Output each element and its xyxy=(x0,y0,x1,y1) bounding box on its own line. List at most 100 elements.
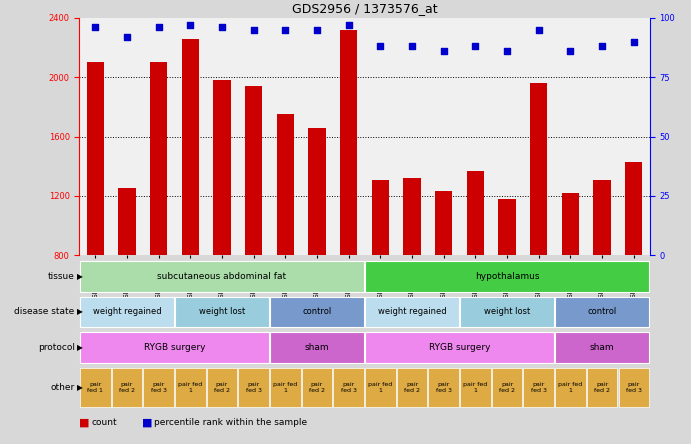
Bar xyxy=(80,332,269,363)
Text: pair
fed 3: pair fed 3 xyxy=(531,382,547,392)
Text: ■: ■ xyxy=(142,417,152,428)
Text: pair fed
1: pair fed 1 xyxy=(463,382,487,392)
Bar xyxy=(365,368,395,407)
Text: ▶: ▶ xyxy=(77,272,83,281)
Bar xyxy=(175,297,269,327)
Text: weight regained: weight regained xyxy=(93,307,161,317)
Text: ■: ■ xyxy=(79,417,90,428)
Point xyxy=(438,48,449,55)
Point xyxy=(312,26,323,33)
Bar xyxy=(80,368,111,407)
Bar xyxy=(270,297,364,327)
Text: protocol: protocol xyxy=(37,343,75,352)
Point xyxy=(628,38,639,45)
Bar xyxy=(435,191,453,255)
Text: ▶: ▶ xyxy=(77,343,83,352)
Text: subcutaneous abdominal fat: subcutaneous abdominal fat xyxy=(158,272,287,281)
Bar xyxy=(492,368,522,407)
Text: pair
fed 2: pair fed 2 xyxy=(309,382,325,392)
Bar xyxy=(207,368,237,407)
Bar xyxy=(555,297,649,327)
Text: weight lost: weight lost xyxy=(199,307,245,317)
Text: RYGB surgery: RYGB surgery xyxy=(144,343,205,352)
Bar xyxy=(460,368,491,407)
Text: count: count xyxy=(92,418,117,427)
Bar xyxy=(238,368,269,407)
Text: pair
fed 2: pair fed 2 xyxy=(404,382,420,392)
Bar xyxy=(498,199,515,255)
Bar xyxy=(404,178,421,255)
Text: weight regained: weight regained xyxy=(378,307,446,317)
Point xyxy=(216,24,227,31)
Text: ▶: ▶ xyxy=(77,307,83,317)
Bar xyxy=(428,368,459,407)
Point xyxy=(248,26,259,33)
Bar xyxy=(340,30,357,255)
Bar xyxy=(308,127,325,255)
Text: pair
fed 3: pair fed 3 xyxy=(246,382,262,392)
Text: pair
fed 2: pair fed 2 xyxy=(594,382,610,392)
Bar xyxy=(144,368,174,407)
Point xyxy=(122,33,133,40)
Text: disease state: disease state xyxy=(15,307,75,317)
Text: pair
fed 3: pair fed 3 xyxy=(341,382,357,392)
Title: GDS2956 / 1373576_at: GDS2956 / 1373576_at xyxy=(292,2,437,15)
Bar xyxy=(80,297,174,327)
Bar xyxy=(334,368,364,407)
Point xyxy=(565,48,576,55)
Bar xyxy=(276,114,294,255)
Point xyxy=(406,43,417,50)
Text: sham: sham xyxy=(305,343,330,352)
Bar xyxy=(466,170,484,255)
Point xyxy=(153,24,164,31)
Bar xyxy=(245,86,263,255)
Bar xyxy=(182,39,199,255)
Bar xyxy=(86,62,104,255)
Bar xyxy=(302,368,332,407)
Text: percentile rank within the sample: percentile rank within the sample xyxy=(154,418,307,427)
Point xyxy=(502,48,513,55)
Text: weight lost: weight lost xyxy=(484,307,530,317)
Bar xyxy=(80,261,364,292)
Bar xyxy=(397,368,427,407)
Bar xyxy=(460,297,554,327)
Text: hypothalamus: hypothalamus xyxy=(475,272,539,281)
Text: pair
fed 3: pair fed 3 xyxy=(151,382,167,392)
Bar xyxy=(524,368,554,407)
Bar xyxy=(594,179,611,255)
Bar xyxy=(555,332,649,363)
Text: pair fed
1: pair fed 1 xyxy=(368,382,392,392)
Bar xyxy=(618,368,649,407)
Bar xyxy=(214,80,231,255)
Text: pair fed
1: pair fed 1 xyxy=(178,382,202,392)
Text: pair
fed 2: pair fed 2 xyxy=(499,382,515,392)
Point xyxy=(90,24,101,31)
Text: control: control xyxy=(587,307,616,317)
Bar xyxy=(150,62,167,255)
Bar xyxy=(587,368,617,407)
Bar xyxy=(530,83,547,255)
Bar xyxy=(562,193,579,255)
Text: other: other xyxy=(50,383,75,392)
Bar xyxy=(270,368,301,407)
Text: tissue: tissue xyxy=(48,272,75,281)
Text: pair
fed 3: pair fed 3 xyxy=(626,382,642,392)
Bar xyxy=(365,332,554,363)
Text: pair fed
1: pair fed 1 xyxy=(273,382,297,392)
Text: ▶: ▶ xyxy=(77,383,83,392)
Bar xyxy=(625,162,643,255)
Point xyxy=(375,43,386,50)
Text: sham: sham xyxy=(589,343,614,352)
Point xyxy=(184,21,196,28)
Point xyxy=(470,43,481,50)
Text: pair
fed 2: pair fed 2 xyxy=(119,382,135,392)
Text: pair fed
1: pair fed 1 xyxy=(558,382,583,392)
Point xyxy=(280,26,291,33)
Point xyxy=(533,26,545,33)
Text: pair
fed 1: pair fed 1 xyxy=(87,382,103,392)
Bar xyxy=(118,189,135,255)
Bar xyxy=(175,368,205,407)
Point xyxy=(343,21,354,28)
Text: RYGB surgery: RYGB surgery xyxy=(428,343,491,352)
Point xyxy=(596,43,607,50)
